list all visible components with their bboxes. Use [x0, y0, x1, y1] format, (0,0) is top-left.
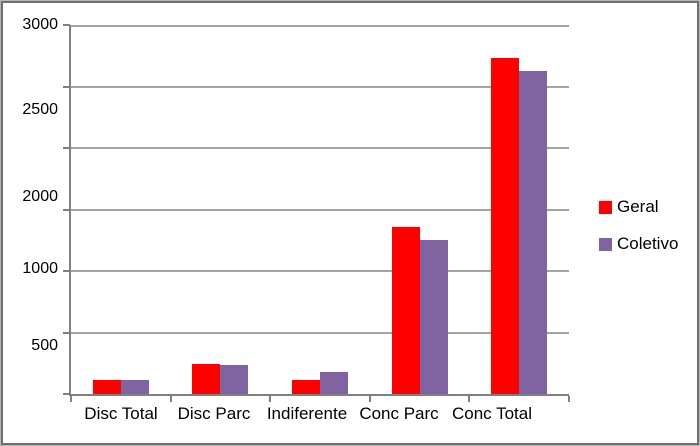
- x-axis-label-conc-total: Conc Total: [451, 404, 533, 423]
- bar-coletivo-conc-total: [519, 71, 548, 394]
- coletivo-series-swatch-icon: [599, 237, 612, 251]
- bar-geral-disc-total: [92, 379, 121, 394]
- bar-coletivo-disc-parc: [220, 365, 249, 394]
- y-tick: [63, 393, 70, 395]
- legend-item-geral: Geral: [599, 197, 659, 217]
- x-tick: [468, 396, 471, 402]
- gridline-2000: [71, 147, 569, 149]
- y-tick: [63, 85, 70, 88]
- bar-coletivo-indiferente: [320, 371, 348, 394]
- bar-coletivo-disc-total: [120, 379, 149, 394]
- gridline-500: [71, 331, 569, 334]
- bar-geral-disc-parc: [192, 363, 221, 394]
- bar-geral-indiferente: [292, 379, 320, 394]
- gridline-3000: [71, 25, 569, 27]
- y-axis-label-3000: 3000: [22, 16, 58, 33]
- x-tick: [269, 396, 272, 402]
- y-tick: [63, 147, 70, 149]
- y-tick: [63, 24, 70, 26]
- gridline-2500: [71, 85, 569, 88]
- bars-layer: [71, 25, 569, 394]
- gridline-1500: [71, 208, 569, 211]
- x-axis-label-disc-total: Disc Total: [84, 404, 158, 423]
- y-axis-label-2000: 2000: [22, 188, 58, 205]
- gridline-1000: [71, 270, 569, 272]
- x-axis-label-indiferente: Indiferente: [266, 404, 348, 423]
- bar-geral-conc-total: [491, 58, 520, 394]
- x-tick: [368, 396, 371, 402]
- y-axis-label-2500: 2500: [22, 101, 58, 118]
- y-axis-label-500: 500: [31, 337, 58, 354]
- geral-series-swatch-icon: [599, 200, 612, 214]
- x-tick: [568, 396, 570, 402]
- gridlines-layer: [71, 25, 569, 394]
- y-tick: [63, 208, 70, 211]
- legend-label-geral: Geral: [617, 197, 659, 216]
- bar-coletivo-conc-parc: [419, 240, 448, 394]
- plot-area: [69, 25, 569, 396]
- x-axis-label-disc-parc: Disc Parc: [177, 404, 251, 423]
- legend-label-coletivo: Coletivo: [617, 234, 679, 253]
- x-axis-label-conc-parc: Conc Parc: [359, 404, 439, 423]
- y-axis-label-1000: 1000: [22, 260, 58, 277]
- y-tick: [63, 270, 70, 272]
- x-tick: [169, 396, 172, 402]
- legend-item-coletivo: Coletivo: [599, 234, 678, 254]
- x-tick: [70, 396, 72, 402]
- bar-geral-conc-parc: [391, 227, 420, 394]
- y-tick: [63, 331, 70, 334]
